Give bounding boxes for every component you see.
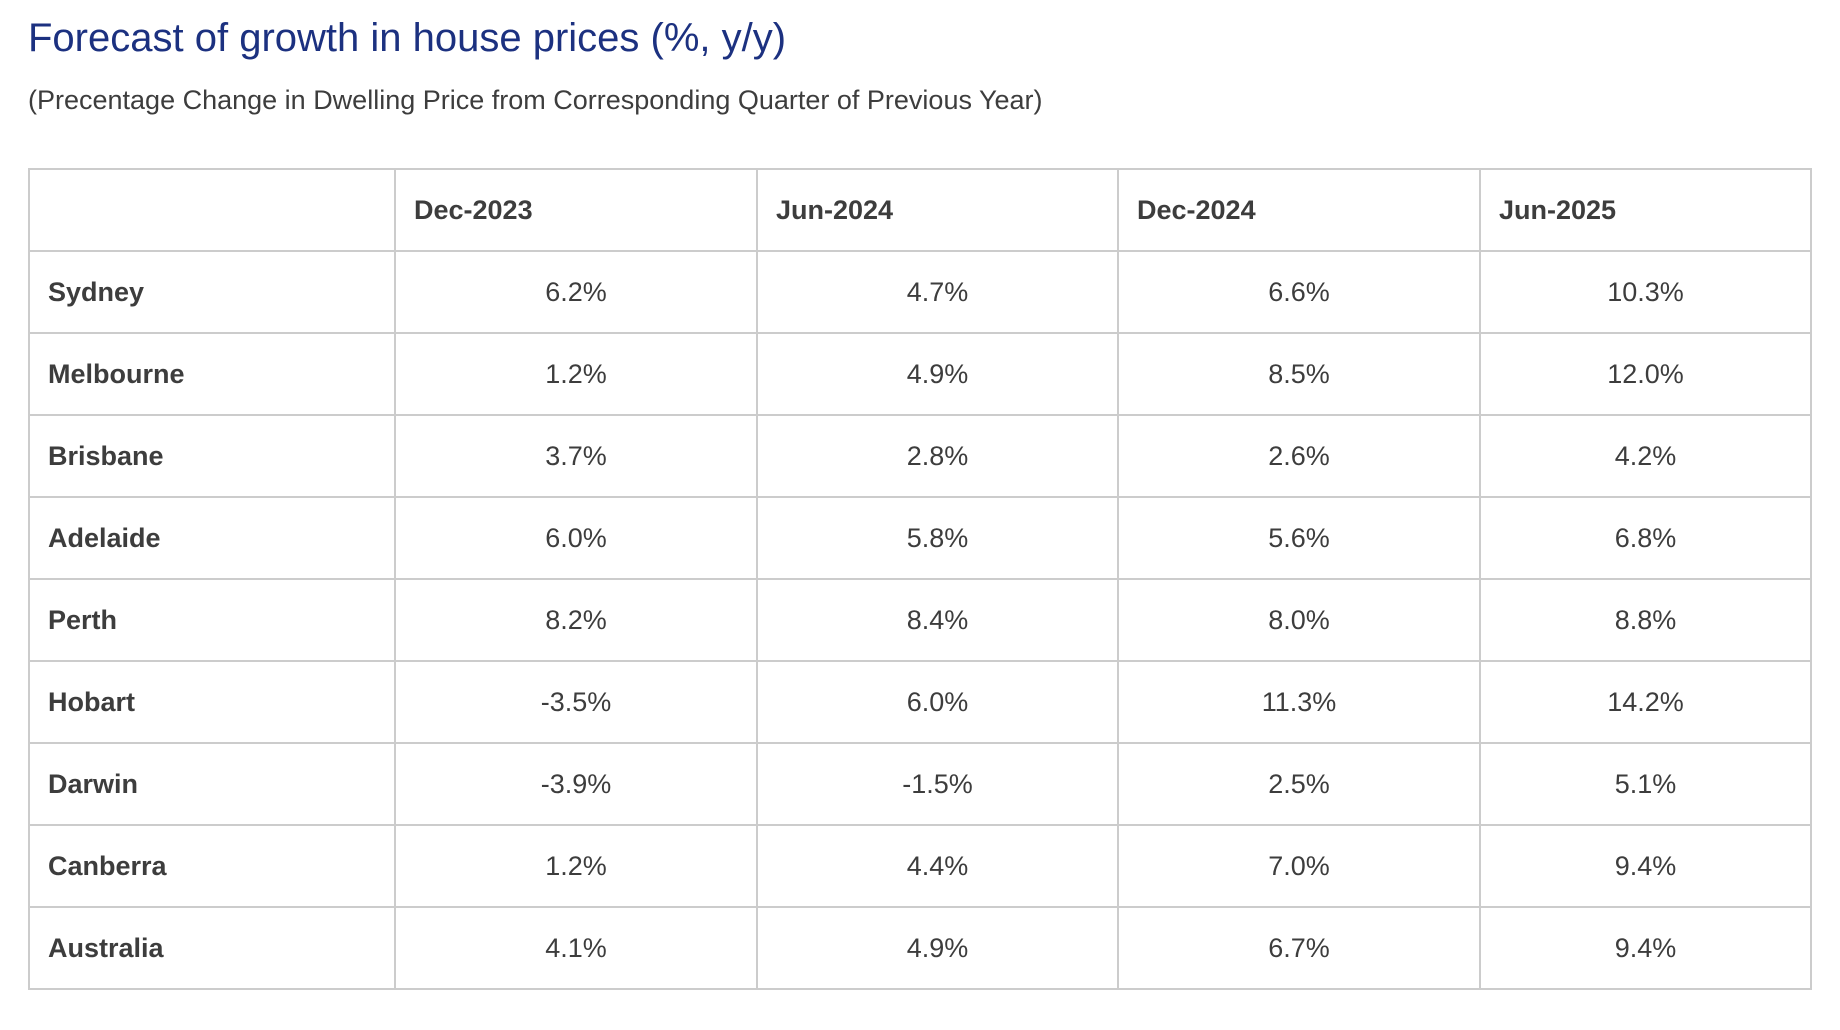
- value-cell: 4.1%: [394, 906, 758, 991]
- row-label: Adelaide: [28, 496, 396, 581]
- value-cell: 11.3%: [1117, 660, 1481, 745]
- value-cell: 5.1%: [1479, 742, 1812, 827]
- value-cell: 2.8%: [756, 414, 1119, 499]
- value-cell: 9.4%: [1479, 906, 1812, 991]
- value-cell: 4.2%: [1479, 414, 1812, 499]
- value-cell: 8.8%: [1479, 578, 1812, 663]
- page-subtitle: (Precentage Change in Dwelling Price fro…: [28, 85, 1043, 115]
- table-row: Brisbane 3.7% 2.8% 2.6% 4.2%: [28, 414, 1812, 499]
- value-cell: 4.4%: [756, 824, 1119, 909]
- value-cell: 12.0%: [1479, 332, 1812, 417]
- value-cell: 14.2%: [1479, 660, 1812, 745]
- table-body: Sydney 6.2% 4.7% 6.6% 10.3% Melbourne 1.2% 4.9%…: [28, 250, 1812, 991]
- value-cell: 6.8%: [1479, 496, 1812, 581]
- value-cell: -3.5%: [394, 660, 758, 745]
- row-label: Australia: [28, 906, 396, 991]
- value-cell: 2.5%: [1117, 742, 1481, 827]
- value-cell: 6.2%: [394, 250, 758, 335]
- value-cell: 3.7%: [394, 414, 758, 499]
- value-cell: 10.3%: [1479, 250, 1812, 335]
- row-label: Hobart: [28, 660, 396, 745]
- value-cell: 6.0%: [756, 660, 1119, 745]
- value-cell: 6.0%: [394, 496, 758, 581]
- forecast-table: Dec-2023 Jun-2024 Dec-2024 Jun-2025 Sydney 6…: [28, 168, 1812, 991]
- table-header-row: Dec-2023 Jun-2024 Dec-2024 Jun-2025: [28, 168, 1812, 253]
- value-cell: 4.9%: [756, 332, 1119, 417]
- row-label: Canberra: [28, 824, 396, 909]
- value-cell: 5.8%: [756, 496, 1119, 581]
- table-row: Darwin -3.9% -1.5% 2.5% 5.1%: [28, 742, 1812, 827]
- table-row: Hobart -3.5% 6.0% 11.3% 14.2%: [28, 660, 1812, 745]
- value-cell: 8.4%: [756, 578, 1119, 663]
- value-cell: 7.0%: [1117, 824, 1481, 909]
- table-row: Perth 8.2% 8.4% 8.0% 8.8%: [28, 578, 1812, 663]
- corner-header-cell: [28, 168, 396, 253]
- value-cell: 9.4%: [1479, 824, 1812, 909]
- value-cell: -1.5%: [756, 742, 1119, 827]
- page-title: Forecast of growth in house prices (%, y…: [28, 16, 787, 60]
- row-label: Melbourne: [28, 332, 396, 417]
- value-cell: 8.0%: [1117, 578, 1481, 663]
- value-cell: 4.7%: [756, 250, 1119, 335]
- value-cell: 8.2%: [394, 578, 758, 663]
- column-header: Jun-2025: [1479, 168, 1812, 253]
- row-label: Perth: [28, 578, 396, 663]
- value-cell: 6.7%: [1117, 906, 1481, 991]
- value-cell: 1.2%: [394, 332, 758, 417]
- value-cell: 6.6%: [1117, 250, 1481, 335]
- table-row: Melbourne 1.2% 4.9% 8.5% 12.0%: [28, 332, 1812, 417]
- value-cell: 4.9%: [756, 906, 1119, 991]
- row-label: Sydney: [28, 250, 396, 335]
- row-label: Brisbane: [28, 414, 396, 499]
- row-label: Darwin: [28, 742, 396, 827]
- table-row: Australia 4.1% 4.9% 6.7% 9.4%: [28, 906, 1812, 991]
- page: Forecast of growth in house prices (%, y…: [0, 14, 1840, 991]
- value-cell: 1.2%: [394, 824, 758, 909]
- table-row: Adelaide 6.0% 5.8% 5.6% 6.8%: [28, 496, 1812, 581]
- value-cell: 2.6%: [1117, 414, 1481, 499]
- value-cell: 5.6%: [1117, 496, 1481, 581]
- column-header: Dec-2023: [394, 168, 758, 253]
- value-cell: 8.5%: [1117, 332, 1481, 417]
- table-row: Canberra 1.2% 4.4% 7.0% 9.4%: [28, 824, 1812, 909]
- column-header: Dec-2024: [1117, 168, 1481, 253]
- column-header: Jun-2024: [756, 168, 1119, 253]
- value-cell: -3.9%: [394, 742, 758, 827]
- table-row: Sydney 6.2% 4.7% 6.6% 10.3%: [28, 250, 1812, 335]
